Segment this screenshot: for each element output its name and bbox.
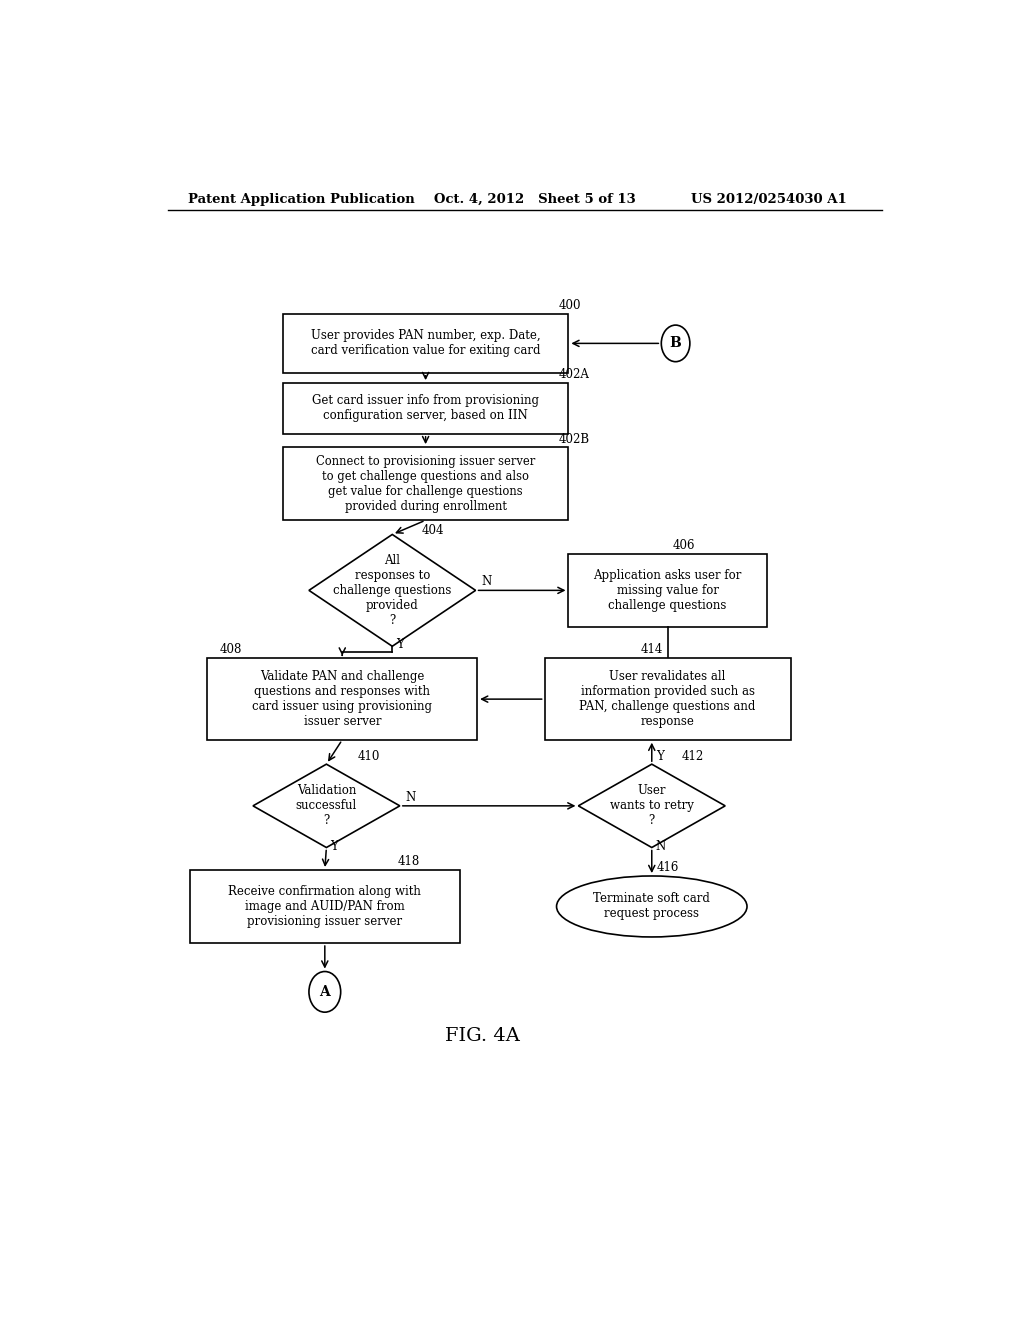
Text: Receive confirmation along with
image and AUID/PAN from
provisioning issuer serv: Receive confirmation along with image an… xyxy=(228,884,421,928)
Text: Application asks user for
missing value for
challenge questions: Application asks user for missing value … xyxy=(594,569,741,612)
FancyBboxPatch shape xyxy=(545,659,791,739)
Text: Y: Y xyxy=(655,750,664,763)
Text: 406: 406 xyxy=(673,539,695,552)
Text: User provides PAN number, exp. Date,
card verification value for exiting card: User provides PAN number, exp. Date, car… xyxy=(311,330,541,358)
Text: A: A xyxy=(319,985,330,999)
FancyBboxPatch shape xyxy=(207,659,477,739)
Text: Oct. 4, 2012   Sheet 5 of 13: Oct. 4, 2012 Sheet 5 of 13 xyxy=(433,193,635,206)
Text: Connect to provisioning issuer server
to get challenge questions and also
get va: Connect to provisioning issuer server to… xyxy=(316,454,536,512)
FancyBboxPatch shape xyxy=(283,383,568,434)
FancyBboxPatch shape xyxy=(283,314,568,372)
Polygon shape xyxy=(309,535,475,647)
Text: All
responses to
challenge questions
provided
?: All responses to challenge questions pro… xyxy=(333,554,452,627)
Text: N: N xyxy=(406,791,416,804)
Text: US 2012/0254030 A1: US 2012/0254030 A1 xyxy=(691,193,847,206)
Polygon shape xyxy=(579,764,725,847)
Text: Get card issuer info from provisioning
configuration server, based on IIN: Get card issuer info from provisioning c… xyxy=(312,395,539,422)
Text: 400: 400 xyxy=(559,298,582,312)
Text: N: N xyxy=(481,576,492,589)
Text: 412: 412 xyxy=(681,750,703,763)
Text: B: B xyxy=(670,337,681,350)
FancyBboxPatch shape xyxy=(283,447,568,520)
FancyBboxPatch shape xyxy=(568,554,767,627)
Text: 418: 418 xyxy=(397,855,420,867)
Text: User
wants to retry
?: User wants to retry ? xyxy=(610,784,693,828)
Text: 414: 414 xyxy=(641,643,664,656)
Ellipse shape xyxy=(557,876,748,937)
Text: 416: 416 xyxy=(656,861,679,874)
Text: 410: 410 xyxy=(357,750,380,763)
Circle shape xyxy=(309,972,341,1012)
Text: 402B: 402B xyxy=(559,433,590,446)
Text: 404: 404 xyxy=(422,524,444,536)
Text: Y: Y xyxy=(396,639,404,651)
Text: 402A: 402A xyxy=(559,368,590,381)
Text: Terminate soft card
request process: Terminate soft card request process xyxy=(593,892,711,920)
FancyBboxPatch shape xyxy=(189,870,460,942)
Text: FIG. 4A: FIG. 4A xyxy=(445,1027,520,1044)
Text: User revalidates all
information provided such as
PAN, challenge questions and
r: User revalidates all information provide… xyxy=(580,671,756,729)
Text: 408: 408 xyxy=(219,643,242,656)
Circle shape xyxy=(662,325,690,362)
Text: Patent Application Publication: Patent Application Publication xyxy=(187,193,415,206)
Text: Validate PAN and challenge
questions and responses with
card issuer using provis: Validate PAN and challenge questions and… xyxy=(252,671,432,729)
Text: Y: Y xyxy=(331,840,338,853)
Text: N: N xyxy=(655,840,666,853)
Polygon shape xyxy=(253,764,399,847)
Text: Validation
successful
?: Validation successful ? xyxy=(296,784,357,828)
